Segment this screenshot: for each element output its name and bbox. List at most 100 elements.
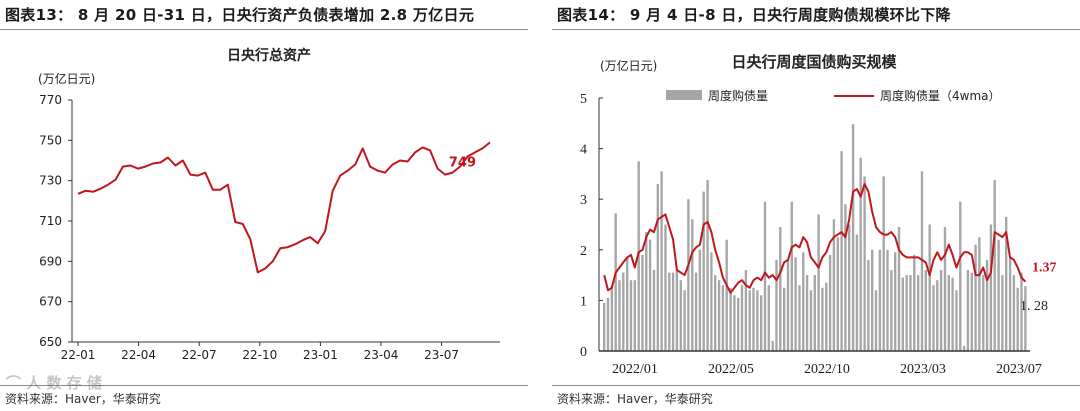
- bar: [629, 280, 633, 351]
- bar: [645, 232, 648, 351]
- y-tick-label: 770: [39, 93, 62, 107]
- y-tick-label: 730: [39, 174, 62, 188]
- bar: [878, 249, 882, 351]
- bar: [851, 124, 855, 351]
- source-divider: [552, 385, 1080, 386]
- bar: [656, 184, 659, 351]
- bar: [744, 270, 748, 351]
- x-tick-label: 2022/10: [804, 362, 850, 377]
- legend-line-label: 周度购债量（4wma）: [880, 88, 1001, 103]
- bar: [786, 259, 790, 351]
- bar: [974, 244, 977, 351]
- total-assets-chart: 日央行总资产 (万亿日元) 770 750 730 710 690 670 65022-01…: [38, 47, 500, 362]
- bar: [962, 345, 966, 351]
- bar: [890, 270, 893, 351]
- y-tick-label: 3: [580, 193, 587, 208]
- bar: [985, 259, 989, 351]
- y-tick-label: 4: [580, 143, 587, 158]
- bar: [641, 254, 644, 351]
- bar: [993, 180, 996, 351]
- weekly-purchases-chart: 日央行周度国债购买规模 (万亿日元) 周度购债量 周度购债量（4wma） 5 4 3…: [580, 53, 1057, 377]
- y-tick-label: 1: [580, 294, 587, 309]
- bar: [951, 277, 954, 351]
- x-tick-label: 2022/01: [612, 362, 658, 377]
- legend: 周度购债量 周度购债量（4wma）: [666, 88, 1001, 103]
- bar: [821, 287, 824, 352]
- bar: [1012, 275, 1016, 351]
- bar: [637, 161, 640, 352]
- bar: [867, 259, 870, 351]
- bar: [675, 270, 679, 351]
- figure-title: 图表13： 8 月 20 日-31 日，日央行资产负债表增加 2.8 万亿日元: [5, 6, 475, 24]
- bar: [733, 295, 736, 351]
- bar: [863, 176, 866, 351]
- end-bar-label: 1. 28: [1020, 299, 1048, 314]
- bar: [897, 227, 901, 351]
- bar: [671, 272, 675, 351]
- bar: [648, 239, 652, 351]
- bar: [748, 290, 751, 351]
- chart-title: 日央行总资产: [227, 47, 311, 64]
- bar: [1016, 287, 1019, 352]
- bar: [737, 297, 740, 351]
- bar: [783, 287, 786, 352]
- four-week-average-line: [603, 183, 1027, 294]
- bar: [633, 280, 636, 351]
- x-tick-label: 22-07: [182, 348, 217, 362]
- unit-label: (万亿日元): [600, 58, 657, 73]
- bar: [1024, 286, 1027, 351]
- bar: [794, 257, 797, 351]
- bar: [886, 249, 889, 351]
- x-tick-label: 2023/07: [996, 362, 1042, 377]
- bar: [859, 157, 862, 351]
- bar: [691, 219, 694, 351]
- bar: [668, 272, 671, 351]
- bar: [844, 204, 847, 351]
- bar: [790, 201, 793, 351]
- y-tick-label: 2: [580, 244, 587, 259]
- bar: [610, 285, 614, 351]
- bar: [901, 277, 904, 351]
- bar: [917, 275, 920, 351]
- bar: [698, 249, 702, 351]
- right-figure: 图表14： 9 月 4 日-8 日，日央行周度购债规模环比下降 日央行周度国债购…: [552, 0, 1080, 411]
- bar: [932, 285, 935, 351]
- y-tick-label: 750: [39, 133, 62, 147]
- bar: [959, 201, 962, 351]
- bar: [924, 270, 927, 351]
- y-tick-label: 710: [39, 214, 62, 228]
- x-tick-label: 22-04: [121, 348, 156, 362]
- bar: [943, 227, 947, 351]
- chart-title: 日央行周度国债购买规模: [731, 53, 897, 71]
- bar: [828, 254, 832, 351]
- bar: [706, 180, 709, 351]
- bar: [729, 287, 732, 352]
- bar: [802, 252, 805, 351]
- bar: [894, 252, 897, 351]
- bar: [920, 171, 924, 351]
- bar: [652, 270, 656, 351]
- bar: [614, 213, 617, 351]
- x-tick-label: 22-10: [242, 348, 277, 362]
- bar: [813, 275, 816, 351]
- bar: [825, 282, 828, 351]
- bar: [1008, 257, 1012, 351]
- title-divider: [552, 29, 1080, 30]
- bar: [740, 285, 744, 351]
- bar: [871, 249, 874, 351]
- bar: [771, 340, 774, 351]
- source-note: 资料来源：Haver，华泰研究: [5, 392, 161, 406]
- legend-bar-swatch: [666, 90, 702, 100]
- bar: [694, 272, 698, 351]
- bar: [779, 227, 782, 351]
- title-divider: [0, 29, 528, 30]
- bar: [882, 176, 885, 351]
- y-tick-label: 5: [580, 92, 587, 107]
- bar: [717, 280, 721, 351]
- bar: [905, 275, 908, 351]
- bar: [848, 224, 851, 351]
- y-tick-label: 650: [39, 335, 62, 349]
- bar: [874, 290, 878, 351]
- bar: [626, 257, 629, 351]
